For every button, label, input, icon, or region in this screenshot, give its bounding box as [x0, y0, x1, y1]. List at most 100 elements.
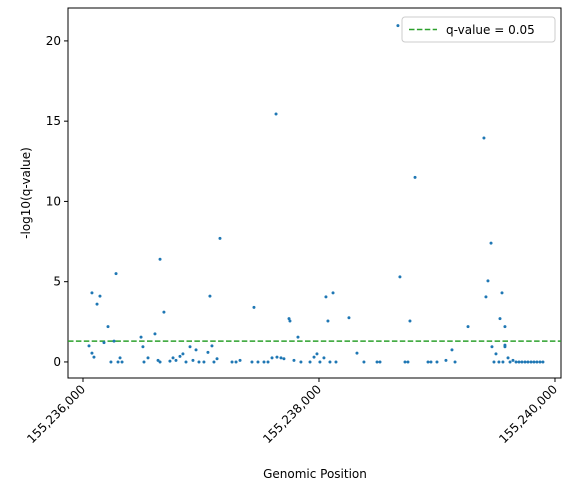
point: [208, 294, 212, 298]
point: [520, 360, 524, 364]
point: [274, 112, 278, 116]
point: [141, 345, 145, 349]
point: [299, 360, 303, 364]
point: [444, 358, 448, 362]
point: [511, 358, 515, 362]
point: [296, 335, 300, 339]
point: [334, 360, 338, 364]
point: [230, 360, 234, 364]
point: [375, 360, 379, 364]
point: [517, 360, 521, 364]
point: [514, 360, 518, 364]
point: [92, 355, 96, 359]
point: [494, 352, 498, 356]
point: [429, 360, 433, 364]
x-tick-label: 155,238,000: [260, 382, 324, 446]
point: [266, 360, 270, 364]
point: [90, 291, 94, 295]
y-tick-label: 10: [46, 194, 61, 208]
point: [146, 356, 150, 360]
point: [139, 335, 143, 339]
point: [331, 291, 335, 295]
point: [413, 175, 417, 179]
point: [538, 360, 542, 364]
point: [181, 352, 185, 356]
point: [287, 317, 291, 321]
point: [162, 310, 166, 314]
x-axis-label: Genomic Position: [263, 467, 367, 481]
point: [503, 345, 507, 349]
point: [486, 279, 490, 283]
point: [426, 360, 430, 364]
point: [408, 319, 412, 323]
point: [315, 352, 319, 356]
point: [396, 24, 400, 28]
point: [109, 360, 113, 364]
point: [178, 354, 182, 358]
point: [324, 295, 328, 299]
point: [102, 341, 106, 345]
point: [238, 358, 242, 362]
point: [326, 319, 330, 323]
point: [523, 360, 527, 364]
point: [292, 358, 296, 362]
y-tick-label: 15: [46, 114, 61, 128]
point: [194, 348, 198, 352]
point: [378, 360, 382, 364]
point: [526, 360, 530, 364]
y-tick-label: 20: [46, 34, 61, 48]
point: [87, 344, 91, 348]
point: [498, 317, 502, 321]
point: [312, 355, 316, 359]
point: [288, 319, 292, 323]
point: [262, 360, 266, 364]
point: [529, 360, 533, 364]
point: [500, 291, 504, 295]
point: [322, 356, 326, 360]
point: [503, 325, 507, 329]
point: [215, 357, 219, 361]
point: [492, 360, 496, 364]
point: [191, 358, 195, 362]
point: [490, 345, 494, 349]
point: [212, 360, 216, 364]
point: [328, 360, 332, 364]
point: [202, 360, 206, 364]
point: [282, 357, 286, 361]
point: [106, 325, 110, 329]
y-axis-label: -log10(q-value): [19, 147, 33, 239]
point: [501, 360, 505, 364]
point: [406, 360, 410, 364]
point: [218, 236, 222, 240]
point: [153, 332, 157, 336]
point: [256, 360, 260, 364]
point: [90, 351, 94, 355]
point: [466, 325, 470, 329]
point: [435, 360, 439, 364]
point: [532, 360, 536, 364]
point: [210, 344, 214, 348]
point: [156, 358, 160, 362]
point: [535, 360, 539, 364]
point: [116, 360, 120, 364]
point: [398, 275, 402, 279]
point: [120, 360, 124, 364]
point: [484, 295, 488, 299]
x-tick-label: 155,236,000: [24, 382, 88, 446]
point: [453, 360, 457, 364]
point: [275, 355, 279, 359]
point: [95, 302, 99, 306]
point: [489, 241, 493, 245]
point: [188, 345, 192, 349]
point: [158, 360, 162, 364]
point: [508, 360, 512, 364]
point: [234, 360, 238, 364]
point: [168, 359, 172, 363]
point: [142, 360, 146, 364]
point: [541, 360, 545, 364]
point: [171, 356, 175, 360]
y-tick-label: 0: [53, 355, 61, 369]
legend-label: q-value = 0.05: [446, 23, 535, 37]
point: [174, 358, 178, 362]
